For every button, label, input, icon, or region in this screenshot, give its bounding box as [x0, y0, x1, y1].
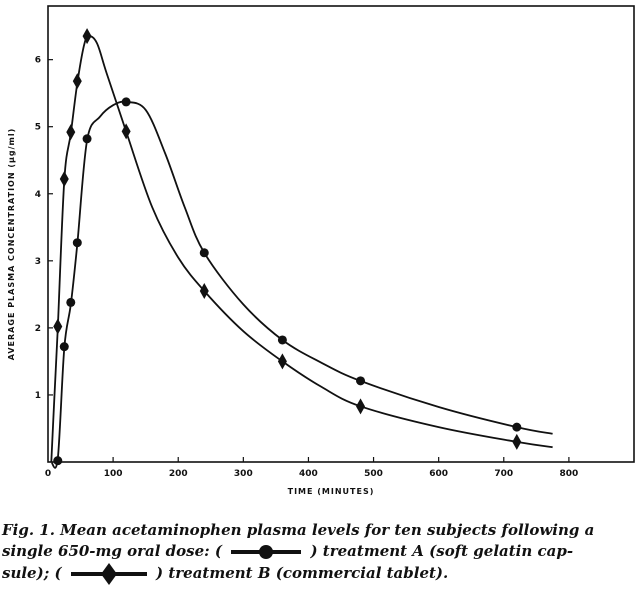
- x-tick-label: 600: [429, 469, 448, 479]
- x-tick-label: 700: [494, 469, 513, 479]
- data-point-treatment-b: [356, 398, 366, 415]
- data-point-treatment-b: [512, 433, 522, 450]
- plasma-concentration-chart: 0 100 200 300 400 500 600 700 800 1 2 3 4 5 6 TIME (MI…: [7, 5, 635, 496]
- data-point-treatment-b: [277, 353, 287, 370]
- data-point-treatment-b: [53, 318, 63, 335]
- caption-line-3-start: sule); (: [2, 564, 62, 582]
- series-line-treatment-a: [50, 100, 553, 469]
- y-tick-label: 6: [35, 56, 41, 66]
- data-point-treatment-b: [72, 73, 82, 90]
- figure-caption: Fig. 1. Mean acetaminophen plasma levels…: [2, 520, 638, 586]
- data-point-treatment-a: [199, 248, 209, 258]
- data-point-treatment-b: [59, 171, 69, 188]
- caption-line-2-end: ) treatment A (soft gelatin cap-: [310, 542, 574, 560]
- legend-symbol-treatment-b: [70, 563, 147, 585]
- data-point-treatment-a: [121, 97, 131, 107]
- y-tick-label: 5: [35, 123, 41, 133]
- data-point-treatment-a: [72, 238, 82, 248]
- caption-line-3: sule); ( ) treatment B (commercial table…: [2, 562, 638, 586]
- x-tick-label: 200: [169, 469, 188, 479]
- x-tick-label: 100: [104, 469, 123, 479]
- y-axis-label: AVERAGE PLASMA CONCENTRATION (μg/ml): [7, 128, 16, 361]
- x-tick-label: 800: [559, 469, 578, 479]
- caption-line-1: Fig. 1. Mean acetaminophen plasma levels…: [2, 521, 595, 539]
- data-point-treatment-a: [512, 422, 522, 432]
- data-point-treatment-b: [199, 283, 209, 299]
- data-point-treatment-a: [356, 376, 366, 386]
- data-point-treatment-a: [59, 342, 69, 352]
- x-tick-label: 500: [364, 469, 383, 479]
- caption-line-2: single 650-mg oral dose: ( ) treatment A…: [2, 541, 638, 562]
- x-axis-label: TIME (MINUTES): [288, 487, 375, 496]
- x-tick-label: 300: [234, 469, 253, 479]
- series-line-treatment-b: [50, 35, 553, 463]
- data-point-treatment-a: [277, 335, 287, 345]
- plot-frame: [47, 5, 635, 463]
- data-point-treatment-b: [121, 123, 131, 140]
- data-point-treatment-a: [53, 456, 63, 466]
- data-point-treatment-b: [82, 28, 92, 45]
- caption-line-3-end: ) treatment B (commercial tablet).: [156, 564, 449, 582]
- y-tick-label: 3: [35, 257, 41, 267]
- data-point-treatment-a: [82, 134, 92, 144]
- data-point-treatment-a: [66, 297, 76, 307]
- data-point-treatment-b: [66, 124, 76, 141]
- legend-symbol-treatment-a: [231, 545, 302, 559]
- caption-line-2-start: single 650-mg oral dose: (: [2, 542, 223, 560]
- y-tick-label: 1: [35, 391, 41, 401]
- x-tick-label: 0: [45, 469, 51, 479]
- y-tick-label: 2: [35, 324, 41, 334]
- x-tick-label: 400: [299, 469, 318, 479]
- y-tick-label: 4: [35, 190, 41, 200]
